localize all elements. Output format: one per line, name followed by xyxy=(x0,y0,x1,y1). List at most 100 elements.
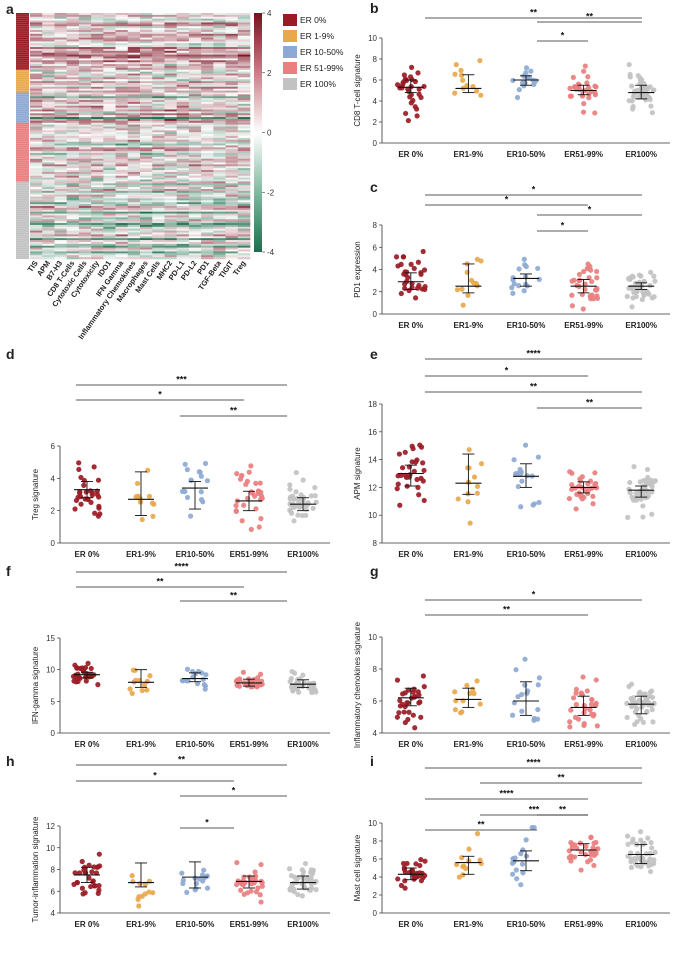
heatmap-cell xyxy=(127,137,141,141)
data-point xyxy=(519,708,525,714)
heatmap-cell xyxy=(127,221,141,224)
heatmap-cell xyxy=(213,136,226,139)
heatmap-cell xyxy=(176,67,190,71)
data-point xyxy=(455,496,461,502)
heatmap-cell xyxy=(30,249,43,252)
heatmap-cell xyxy=(201,130,214,133)
data-point xyxy=(287,887,293,893)
heatmap-cell xyxy=(66,238,80,241)
heatmap-cell xyxy=(140,81,153,84)
heatmap-cell xyxy=(42,160,55,163)
heatmap-cell xyxy=(237,240,251,243)
heatmap-cell xyxy=(30,115,43,118)
heatmap-cell xyxy=(164,219,177,222)
heatmap-cell xyxy=(127,143,141,146)
data-point xyxy=(473,88,480,94)
x-category-label: ER10-50% xyxy=(176,740,215,749)
heatmap-cell xyxy=(201,56,214,59)
heatmap-cell xyxy=(140,52,153,55)
data-point xyxy=(592,90,598,96)
heatmap-cell xyxy=(201,196,214,199)
heatmap-cell xyxy=(91,18,104,21)
heatmap-cell xyxy=(78,223,92,226)
heatmap-cell xyxy=(91,120,104,124)
heatmap-cell xyxy=(176,232,190,235)
heatmap-cell xyxy=(66,137,80,141)
heatmap-cell xyxy=(30,122,43,125)
data-point xyxy=(522,73,528,79)
heatmap-cell xyxy=(140,62,153,65)
heatmap-cell xyxy=(152,16,165,19)
heatmap-cell xyxy=(164,65,177,69)
heatmap-cell xyxy=(115,194,129,197)
data-point xyxy=(577,478,584,484)
heatmap-cell xyxy=(213,160,226,163)
heatmap-cell xyxy=(176,136,190,139)
heatmap-cell xyxy=(237,257,251,260)
data-point xyxy=(403,110,409,117)
data-point xyxy=(643,495,649,501)
heatmap-cell xyxy=(164,215,177,218)
heatmap-cell xyxy=(176,224,190,228)
heatmap-cell xyxy=(30,196,43,199)
heatmap-cell xyxy=(115,253,129,256)
x-category-label: ER51-99% xyxy=(564,920,603,929)
heatmap-cell xyxy=(152,247,165,250)
data-point xyxy=(420,248,426,255)
heatmap-cell xyxy=(201,160,214,163)
heatmap-cell xyxy=(115,28,129,31)
heatmap-cell xyxy=(30,48,43,52)
heatmap-cell xyxy=(115,39,129,42)
data-point xyxy=(568,853,574,859)
data-point xyxy=(401,709,407,715)
data-point xyxy=(188,477,194,483)
heatmap-cell xyxy=(30,247,43,250)
series-er0 xyxy=(72,460,103,519)
heatmap-cell xyxy=(66,202,80,205)
heatmap-cell xyxy=(91,45,104,48)
data-point xyxy=(509,285,515,291)
heatmap-cell xyxy=(140,249,153,252)
series-er1050 xyxy=(510,65,539,101)
data-point xyxy=(648,103,654,109)
heatmap-cell xyxy=(103,75,116,78)
heatmap-cell xyxy=(30,37,43,40)
heatmap-cell xyxy=(127,136,141,139)
heatmap-cell xyxy=(213,238,226,241)
data-point xyxy=(397,697,403,704)
data-point xyxy=(624,700,630,706)
data-point xyxy=(649,707,655,713)
heatmap-cell xyxy=(30,149,43,152)
data-point xyxy=(516,87,522,93)
heatmap-cell xyxy=(54,33,67,37)
data-point xyxy=(634,863,641,869)
heatmap-cell xyxy=(127,228,141,231)
y-tick-label: 10 xyxy=(368,819,377,828)
heatmap-cell xyxy=(30,213,43,216)
heatmap-cell xyxy=(140,65,153,69)
heatmap-cell xyxy=(188,24,202,27)
heatmap-cell xyxy=(42,200,55,203)
data-point xyxy=(402,885,408,891)
heatmap-cell xyxy=(127,88,141,91)
heatmap-cell xyxy=(140,219,153,222)
heatmap-cell xyxy=(42,166,55,169)
heatmap-cell xyxy=(103,107,116,110)
heatmap-cell xyxy=(66,98,80,101)
heatmap-cell xyxy=(103,28,116,31)
y-tick-label: 0 xyxy=(373,909,378,918)
heatmap-cell xyxy=(188,173,202,177)
heatmap-cell xyxy=(237,35,251,38)
heatmap-cell xyxy=(188,113,202,116)
data-point xyxy=(590,713,596,719)
heatmap-cell xyxy=(140,132,153,135)
heatmap-cell xyxy=(237,75,251,78)
heatmap-cell xyxy=(201,215,214,218)
heatmap-cell xyxy=(66,141,80,144)
heatmap-cell xyxy=(103,162,116,165)
heatmap-cell xyxy=(152,236,165,239)
heatmap-cell xyxy=(66,118,80,122)
heatmap-cell xyxy=(42,103,55,107)
heatmap-cell xyxy=(152,24,165,27)
heatmap-cell xyxy=(66,171,80,175)
